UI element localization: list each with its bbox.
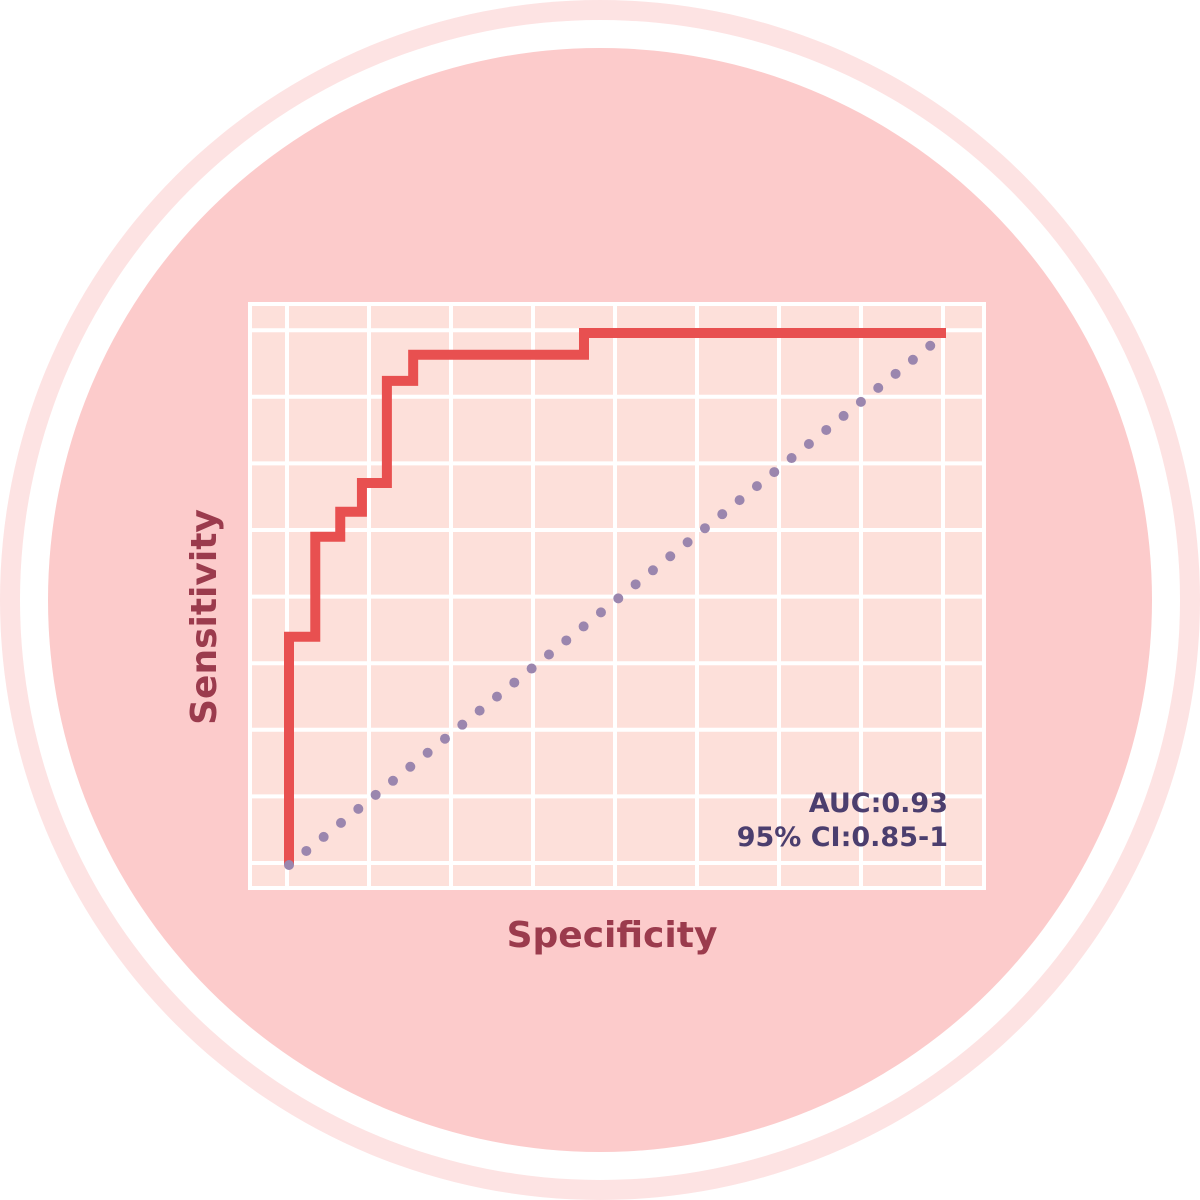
x-axis-label: Specificity: [507, 915, 718, 956]
reference-diagonal-line: [284, 328, 951, 870]
ci-annotation: 95% CI:0.85-1: [737, 822, 948, 853]
series-layer: [284, 328, 951, 870]
y-axis-label: Sensitivity: [184, 509, 225, 725]
auc-annotation: AUC:0.93: [809, 788, 948, 819]
roc-curve-line: [284, 328, 946, 865]
